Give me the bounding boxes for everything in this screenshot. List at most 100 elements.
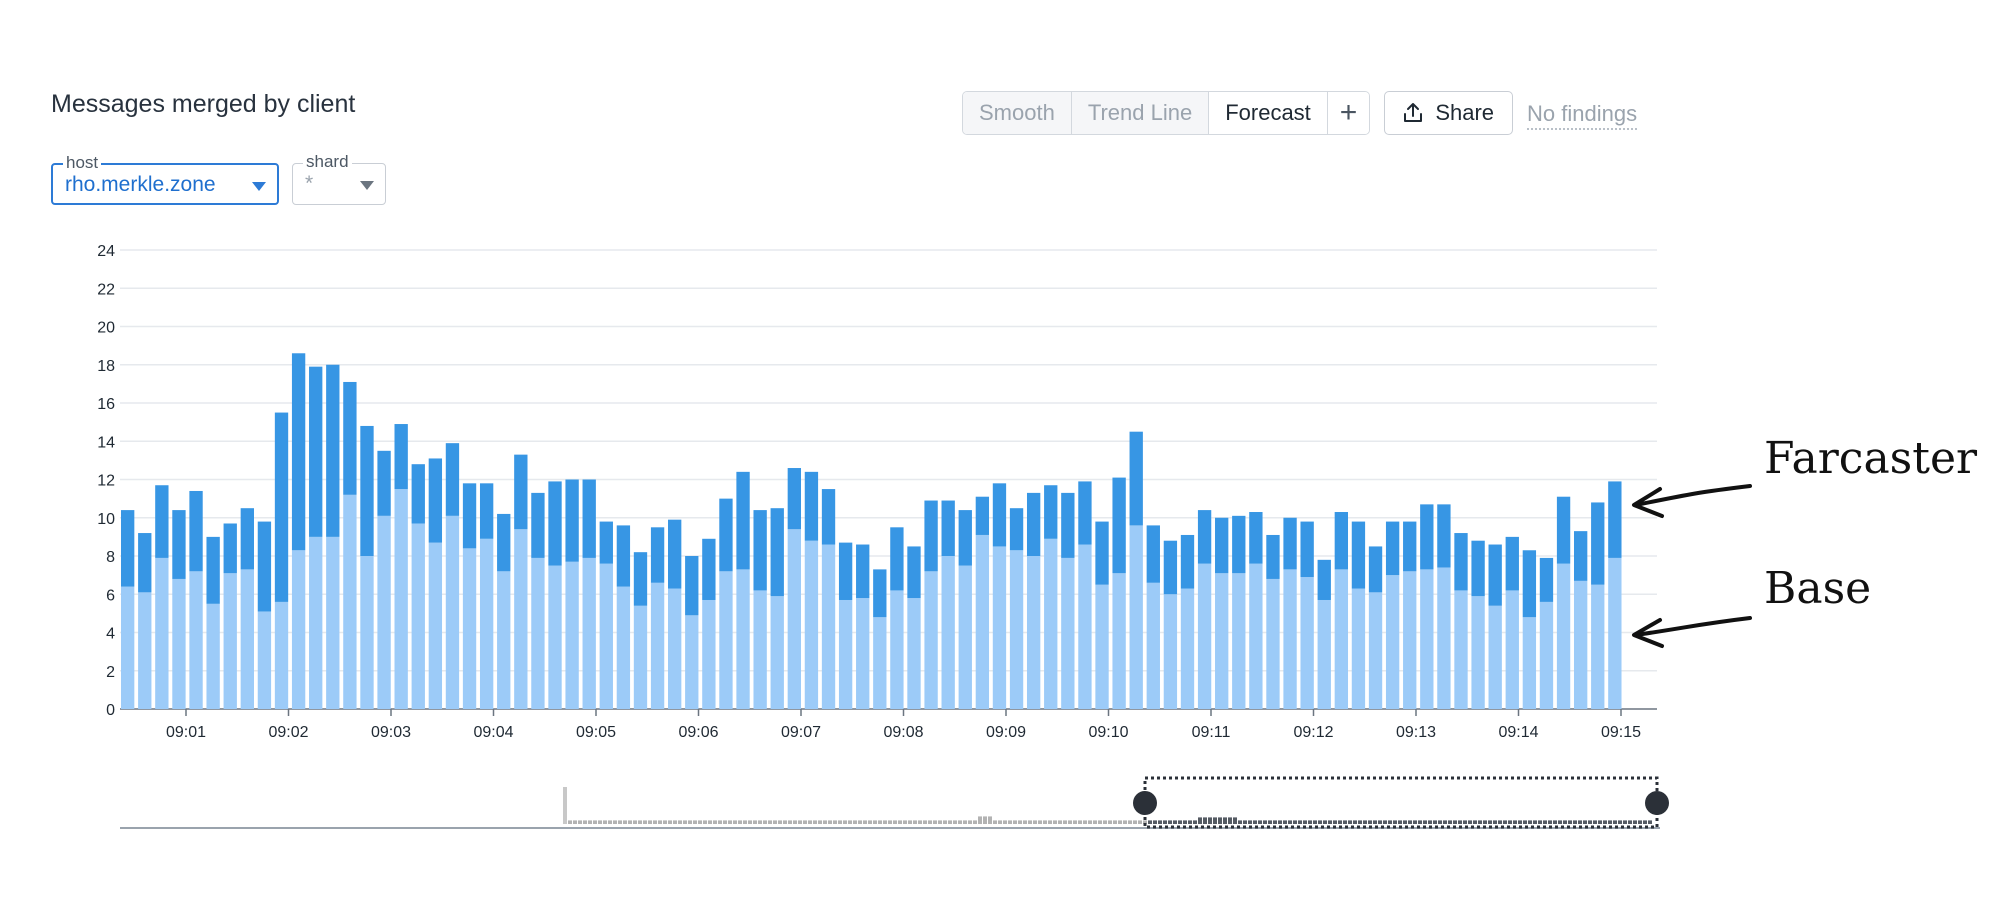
bar-farcaster: [1591, 502, 1605, 585]
shard-filter-value: *: [305, 172, 314, 195]
overview-bar: [1418, 820, 1422, 824]
upload-icon: [1401, 101, 1425, 125]
overview-bar: [968, 820, 972, 824]
overview-bar: [1163, 820, 1167, 824]
overview-bar: [943, 820, 947, 824]
bar-farcaster: [1539, 557, 1554, 602]
bar-base: [377, 515, 391, 709]
bar-base: [975, 534, 990, 709]
bar-farcaster: [189, 490, 203, 572]
overview-bar: [1513, 820, 1517, 824]
range-handle-left-icon[interactable]: [1133, 791, 1157, 815]
overview-bar: [1483, 820, 1487, 824]
overview-bar: [1533, 820, 1537, 824]
bar-farcaster: [753, 510, 767, 591]
bar-farcaster: [514, 454, 528, 530]
y-tick-label: 6: [106, 587, 115, 604]
x-tick-label: 09:06: [678, 724, 718, 741]
overview-bar: [743, 820, 747, 824]
overview-bar: [828, 820, 832, 824]
range-handle-right-icon[interactable]: [1645, 791, 1669, 815]
bar-farcaster: [787, 468, 801, 530]
x-tick-label: 09:10: [1088, 724, 1128, 741]
forecast-button[interactable]: Forecast: [1209, 92, 1328, 134]
bar-farcaster: [1573, 531, 1588, 581]
bar-farcaster: [428, 458, 443, 543]
bar-base: [1368, 592, 1383, 709]
overview-bar: [1058, 820, 1062, 824]
overview-bar: [683, 820, 687, 824]
overview-bar: [1188, 820, 1192, 824]
findings-link[interactable]: No findings: [1527, 100, 1638, 130]
overview-bar: [693, 820, 697, 824]
bar-farcaster: [1488, 544, 1502, 606]
x-tick-label: 09:03: [371, 724, 411, 741]
bar-base: [240, 569, 254, 709]
bar-farcaster: [1403, 521, 1417, 572]
overview-bar: [1213, 817, 1217, 824]
overview-bar: [808, 820, 812, 824]
y-tick-label: 12: [97, 473, 115, 490]
overview-bar: [1343, 820, 1347, 824]
arrowhead-icon: [1632, 618, 1664, 648]
overview-bar: [1123, 820, 1127, 824]
bar-farcaster: [1180, 534, 1195, 589]
overview-bar: [618, 820, 622, 824]
overview-bar: [1098, 820, 1102, 824]
bar-base: [189, 571, 203, 709]
bar-farcaster: [1146, 525, 1160, 583]
overview-bar: [1208, 817, 1212, 824]
arrow-icon: [1634, 484, 1752, 507]
overview-bar: [1253, 820, 1257, 824]
share-button[interactable]: Share: [1384, 91, 1514, 135]
bar-farcaster: [821, 489, 836, 545]
shard-filter-select[interactable]: shard *: [292, 152, 386, 205]
bar-base: [890, 590, 904, 709]
bar-base: [838, 599, 853, 709]
x-tick-label: 09:14: [1498, 724, 1538, 741]
bar-farcaster: [1351, 521, 1366, 589]
bar-farcaster: [497, 513, 511, 572]
overview-bar: [1023, 820, 1027, 824]
bar-base: [1300, 577, 1314, 709]
bar-farcaster: [941, 500, 955, 556]
trend-line-button[interactable]: Trend Line: [1071, 92, 1210, 134]
overview-bar: [1038, 820, 1042, 824]
overview-bar: [1293, 820, 1297, 824]
overview-bar: [1153, 820, 1157, 824]
bar-farcaster: [975, 496, 990, 535]
add-overlay-button[interactable]: +: [1327, 92, 1370, 134]
range-overview: [120, 776, 1669, 829]
bar-farcaster: [479, 483, 494, 539]
overview-bar: [738, 820, 742, 824]
overview-bar: [708, 820, 712, 824]
bar-base: [907, 598, 921, 709]
overview-bar: [723, 820, 727, 824]
overview-bar: [1598, 820, 1602, 824]
overview-bar: [1133, 820, 1137, 824]
overview-bar: [1523, 820, 1527, 824]
overview-bar: [1618, 820, 1622, 824]
smooth-button[interactable]: Smooth: [963, 92, 1072, 134]
overview-bar: [1528, 820, 1532, 824]
overview-bar: [1508, 820, 1512, 824]
host-filter-select[interactable]: host rho.merkle.zone: [51, 153, 279, 205]
bar-base: [873, 617, 887, 709]
bar-base: [1539, 601, 1554, 709]
bar-farcaster: [924, 500, 938, 572]
overview-bar: [983, 816, 987, 824]
x-tick-label: 09:08: [883, 724, 923, 741]
overview-bar: [1608, 820, 1612, 824]
overview-bar: [1173, 820, 1177, 824]
overview-bar: [1018, 820, 1022, 824]
overview-bar: [1588, 820, 1592, 824]
bar-base: [1061, 557, 1075, 709]
bar-farcaster: [856, 544, 870, 599]
overview-bar: [953, 820, 957, 824]
bar-base: [1591, 584, 1605, 709]
bar-farcaster: [411, 464, 425, 524]
overview-bar: [593, 820, 597, 824]
overview-bar: [1288, 820, 1292, 824]
bar-farcaster: [394, 424, 408, 490]
